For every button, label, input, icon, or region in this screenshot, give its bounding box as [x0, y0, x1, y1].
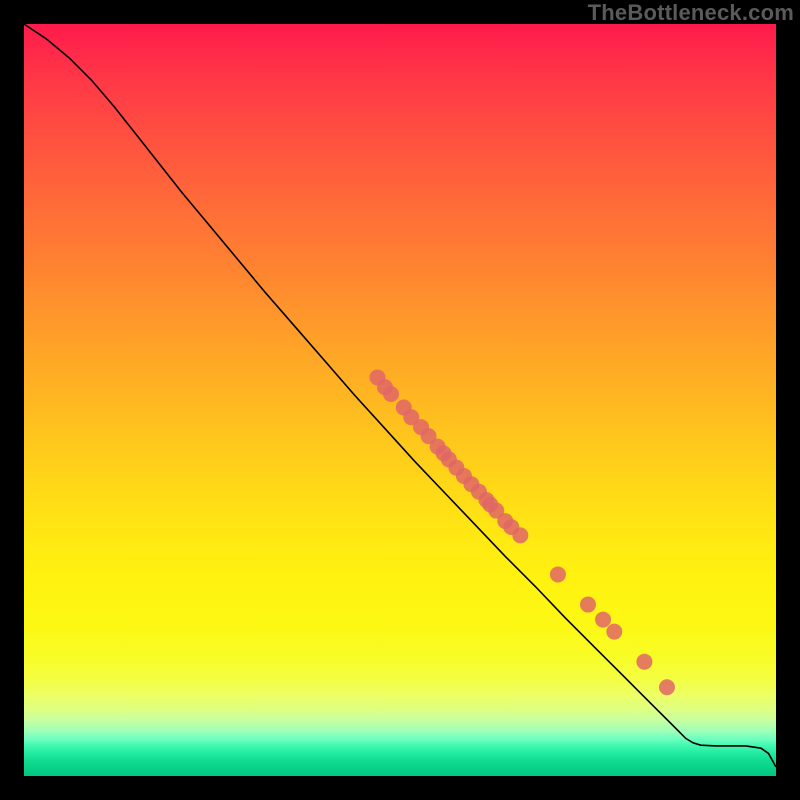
scatter-point: [580, 597, 596, 613]
scatter-point: [383, 386, 399, 402]
scatter-point: [606, 624, 622, 640]
scatter-point: [659, 679, 675, 695]
scatter-point: [636, 654, 652, 670]
scatter-group: [369, 369, 675, 695]
scatter-point: [512, 527, 528, 543]
scatter-point: [550, 566, 566, 582]
curve-path: [24, 24, 776, 767]
scatter-point: [595, 612, 611, 628]
watermark-text: TheBottleneck.com: [588, 0, 794, 26]
plot-area: [24, 24, 776, 776]
chart-overlay: [24, 24, 776, 776]
